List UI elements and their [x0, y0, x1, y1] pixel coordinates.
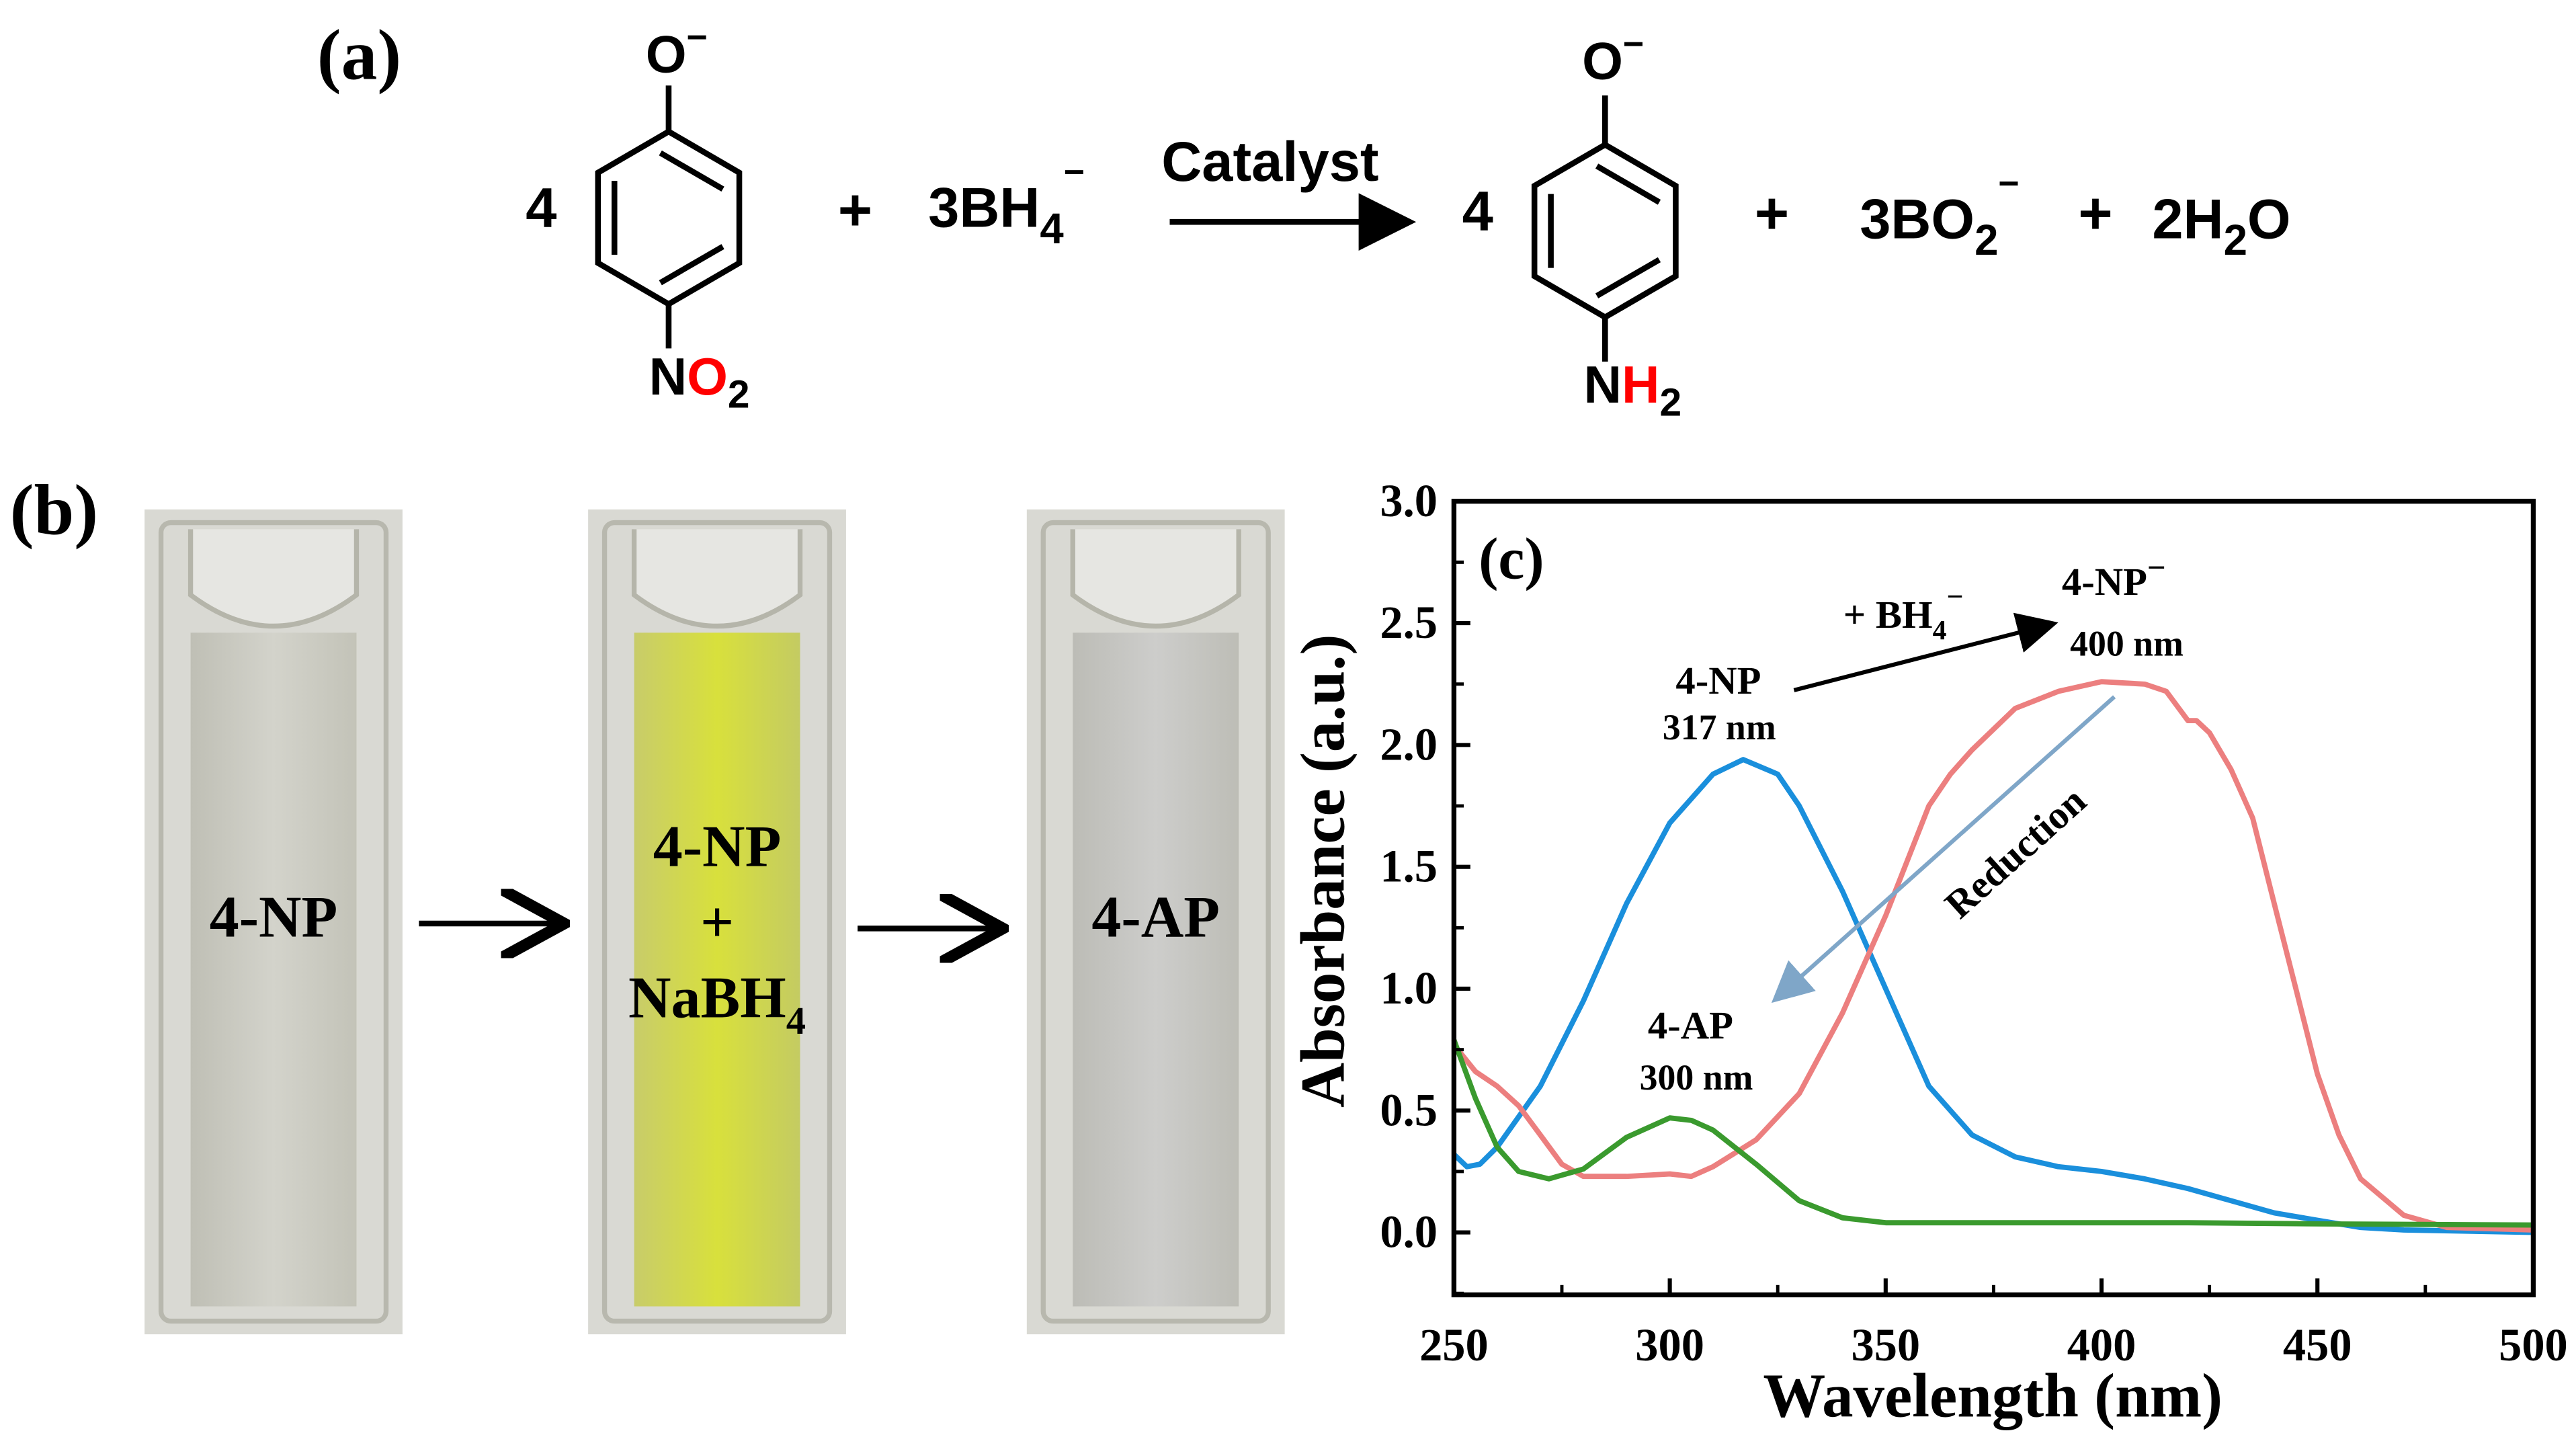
- cuvette-liquid: [190, 632, 357, 1307]
- y-tick-label: 0.5: [1380, 1084, 1438, 1135]
- annotation-4np-anion: 4-NP−: [2062, 549, 2166, 604]
- reactant-oxygen: O−: [646, 17, 708, 84]
- amino-group: NH2: [1584, 355, 1682, 425]
- x-tick-label: 250: [1419, 1319, 1489, 1370]
- plus-sign: +: [838, 176, 872, 243]
- x-tick-label: 500: [2499, 1319, 2568, 1370]
- addition-arrow: [1793, 612, 2059, 692]
- panel-b-label: (b): [10, 470, 98, 550]
- y-tick-label: 0.0: [1380, 1206, 1438, 1258]
- product-oxygen: O−: [1582, 24, 1644, 90]
- x-tick-label: 300: [1635, 1319, 1704, 1370]
- x-tick-label: 450: [2283, 1319, 2352, 1370]
- catalyst-label: Catalyst: [1161, 130, 1378, 193]
- cuvette-rim: [1070, 529, 1241, 629]
- series-line-4NP: [1452, 679, 2534, 1233]
- metaborate: 3BO2−: [1860, 163, 2020, 264]
- annotation-300nm: 300 nm: [1640, 1057, 1753, 1098]
- cuvette-liquid: [634, 632, 800, 1307]
- annotation-reduction: Reduction: [1937, 778, 2095, 927]
- series-line-4NP: [1452, 757, 2534, 1235]
- annotation-400nm: 400 nm: [2070, 624, 2184, 664]
- x-tick-label: 400: [2067, 1319, 2136, 1370]
- annotation-4np: 4-NP: [1675, 659, 1761, 702]
- reaction-scheme: (a) 4 O− NO2 + 3BH4− Catalyst 4 O− NH2 +…: [317, 15, 2291, 425]
- cuvette-label: 4-NP: [210, 885, 338, 950]
- y-axis-title: Absorbance (a.u.): [1289, 634, 1358, 1108]
- y-tick-label: 2.5: [1380, 597, 1438, 648]
- panel-c-label: (c): [1479, 527, 1544, 592]
- x-axis-title: Wavelength (nm): [1763, 1361, 2222, 1430]
- cuvette-rim: [631, 529, 803, 629]
- uv-vis-chart: 250 300 350 400 450 5000.00.51.01.52.02.53.0 …: [1289, 475, 2568, 1431]
- water: 2H2O: [2152, 188, 2290, 264]
- cuvette: 4-NP + NaBH4: [588, 509, 846, 1335]
- y-tick-label: 1.5: [1380, 841, 1438, 892]
- cuvette-label: 4-AP: [1091, 885, 1220, 950]
- borohydride: 3BH4−: [928, 152, 1085, 253]
- cuvette-rim: [188, 529, 360, 629]
- coefficient-right: 4: [1462, 179, 1493, 242]
- annotation-bh4: + BH4−: [1843, 580, 1964, 645]
- reduction-arrow: [1771, 695, 2116, 1004]
- nitro-group: NO2: [649, 347, 750, 417]
- cuvette: 4-NP: [144, 509, 403, 1335]
- benzene-ring-reactant: [595, 85, 743, 349]
- cuvette: 4-AP: [1026, 509, 1285, 1335]
- cuvette-photos: (b) 4-NP 4-NP + NaBH4 4-AP: [10, 470, 1285, 1335]
- plus-sign: +: [1755, 179, 1789, 246]
- cuvette-label: +: [700, 890, 734, 955]
- y-tick-label: 1.0: [1380, 963, 1438, 1014]
- benzene-ring-product: [1531, 95, 1679, 362]
- coefficient-left: 4: [526, 177, 556, 239]
- x-tick-label: 350: [1851, 1319, 1920, 1370]
- y-tick-label: 3.0: [1380, 475, 1438, 526]
- cuvette-label: NaBH4: [628, 965, 806, 1042]
- series-line-4AP: [1451, 1038, 2534, 1228]
- panel-a-label: (a): [317, 15, 401, 95]
- cuvette-label: 4-NP: [653, 814, 782, 879]
- annotation-317nm: 317 nm: [1663, 707, 1776, 747]
- y-tick-label: 2.0: [1380, 719, 1438, 770]
- cuvette-liquid: [1073, 632, 1239, 1307]
- plus-sign: +: [2078, 179, 2112, 246]
- annotation-4ap: 4-AP: [1648, 1004, 1733, 1047]
